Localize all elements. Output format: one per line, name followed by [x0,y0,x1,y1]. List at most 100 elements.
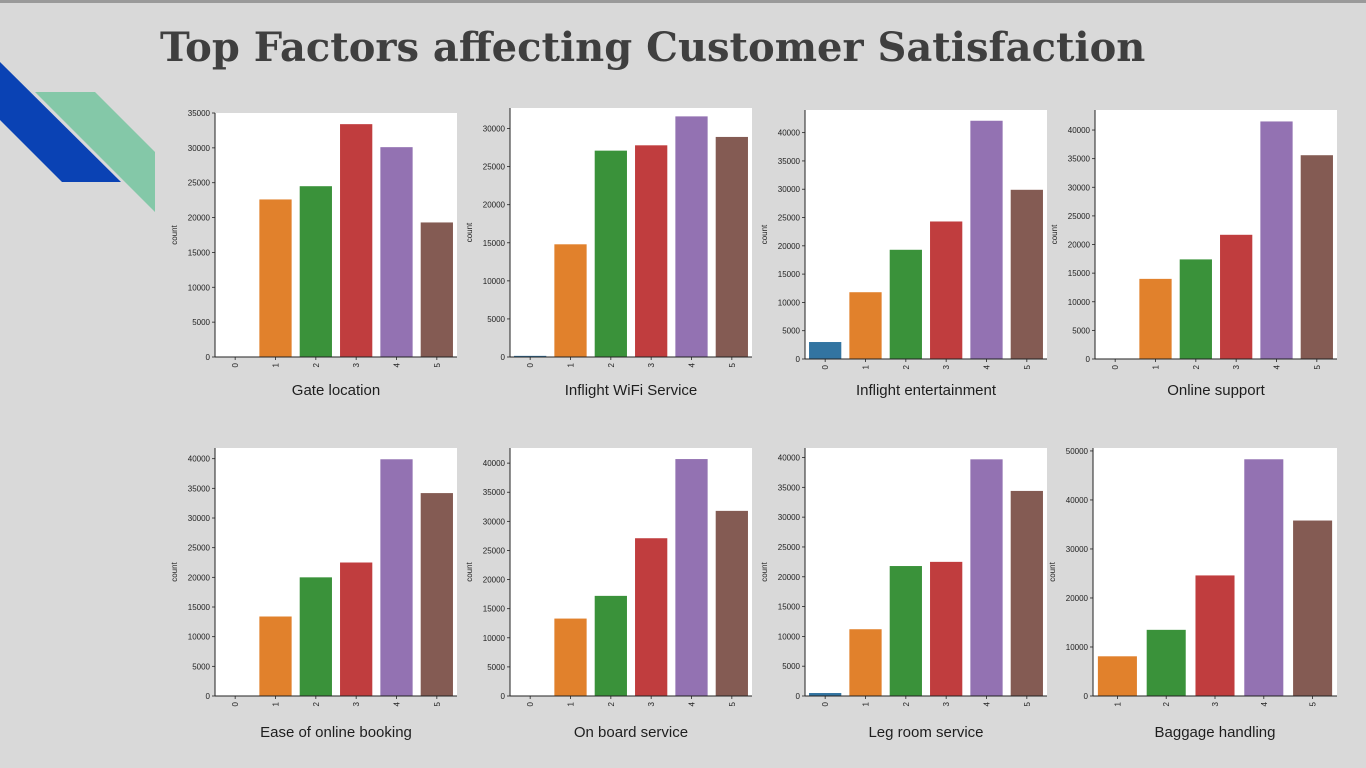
y-tick-label: 40000 [188,455,211,464]
chart-caption: Gate location [291,382,381,399]
bar-0 [809,693,842,696]
x-tick-label: 2 [1192,364,1201,369]
bar-3 [635,538,668,696]
y-tick-label: 40000 [1068,126,1091,135]
chart-2: 0 1 2 3 4 5 0 5000 10000 15000 20000 25000 30000 coun… [455,108,755,399]
x-tick-label: 2 [312,362,321,367]
bar-2 [299,186,332,357]
y-axis-label: count [1048,561,1057,581]
y-tick-label: 15000 [483,605,506,614]
x-tick-label: 3 [942,364,951,369]
y-tick-label: 20000 [1066,594,1089,603]
bar-2 [889,566,922,696]
x-tick-label: 4 [393,362,402,367]
x-tick-label: 0 [526,362,535,367]
bar-4 [970,459,1003,696]
y-tick-label: 20000 [483,201,506,210]
x-tick-label: 3 [352,701,361,706]
plot-area [215,448,457,696]
y-tick-label: 5000 [1072,326,1090,335]
x-tick-label: 2 [902,364,911,369]
x-tick-label: 2 [902,701,911,706]
bar-1 [554,244,587,357]
chart-5: 0 1 2 3 4 5 0 5000 10000 15000 20000 25000 30000 3500… [158,448,458,741]
bar-3 [340,562,373,696]
x-tick-label: 5 [728,701,737,706]
y-tick-label: 0 [796,692,801,701]
y-tick-label: 5000 [487,663,505,672]
chart-caption: Online support [1167,382,1265,399]
bar-3 [1195,575,1235,696]
bar-2 [1146,629,1186,696]
y-tick-label: 0 [206,353,211,362]
y-tick-label: 0 [796,355,801,364]
chart-1: 0 1 2 3 4 5 0 5000 10000 15000 20000 25000 30000 3500… [158,108,458,399]
bar-3 [635,145,668,357]
bar-1 [849,629,882,696]
bar-4 [1244,459,1284,696]
bar-5 [715,510,748,696]
y-tick-label: 30000 [1068,183,1091,192]
y-tick-label: 0 [501,692,506,701]
x-tick-label: 5 [1313,364,1322,369]
y-tick-label: 30000 [1066,545,1089,554]
x-tick-label: 3 [647,701,656,706]
bar-2 [299,577,332,696]
chart-svg: 0 1 2 3 4 5 0 5000 10000 15000 20000 25000 30000 3500… [170,109,457,367]
bar-2 [889,249,922,359]
plot-area [805,110,1047,359]
chart-caption: Leg room service [868,724,984,741]
y-tick-label: 10000 [483,634,506,643]
bar-4 [380,459,413,696]
y-tick-label: 15000 [483,239,506,248]
y-tick-label: 30000 [188,144,211,153]
x-tick-label: 5 [1309,701,1318,706]
x-tick-label: 3 [942,701,951,706]
y-tick-label: 25000 [483,546,506,555]
x-tick-label: 0 [231,362,240,367]
y-tick-label: 10000 [778,298,801,307]
chart-caption: Baggage handling [1154,724,1276,741]
y-tick-label: 10000 [1068,298,1091,307]
y-axis-label: count [170,224,179,244]
chart-caption: On board service [573,724,689,741]
y-tick-label: 40000 [778,454,801,463]
y-tick-label: 25000 [483,163,506,172]
bar-3 [1220,234,1253,359]
chart-svg: 0 1 2 3 4 5 0 5000 10000 15000 20000 25000 30000 3500… [760,110,1047,369]
plot-area [510,448,752,696]
bar-3 [930,221,963,359]
y-tick-label: 10000 [188,633,211,642]
bar-4 [970,120,1003,359]
x-tick-label: 3 [1211,701,1220,706]
y-tick-label: 20000 [778,573,801,582]
y-tick-label: 25000 [188,544,211,553]
bar-1 [259,616,292,696]
y-tick-label: 30000 [778,185,801,194]
y-axis-label: count [465,222,474,242]
y-tick-label: 15000 [1068,269,1091,278]
bar-4 [675,459,708,696]
bar-5 [420,222,453,357]
y-tick-label: 35000 [483,488,506,497]
bar-1 [849,292,882,359]
y-tick-label: 35000 [188,484,211,493]
x-tick-label: 3 [1232,364,1241,369]
x-tick-label: 1 [1113,701,1122,706]
chart-svg: 0 1 2 3 4 5 0 5000 10000 15000 20000 25000 30000 3500… [170,448,457,706]
x-tick-label: 1 [567,362,576,367]
y-tick-label: 35000 [778,157,801,166]
y-tick-label: 10000 [188,283,211,292]
chart-svg: 0 1 2 3 4 5 0 5000 10000 15000 20000 25000 30000 3500… [1050,110,1337,369]
x-tick-label: 0 [1111,364,1120,369]
y-tick-label: 30000 [778,513,801,522]
chart-3: 0 1 2 3 4 5 0 5000 10000 15000 20000 25000 30000 3500… [752,108,1052,399]
chart-svg: 1 2 3 4 5 0 10000 20000 30000 40000 50000 count [1048,447,1337,706]
chart-8: 1 2 3 4 5 0 10000 20000 30000 40000 50000 count Bagg… [1048,447,1348,741]
chart-svg: 0 1 2 3 4 5 0 5000 10000 15000 20000 25000 30000 3500… [465,448,752,706]
y-tick-label: 5000 [782,662,800,671]
y-tick-label: 0 [501,353,506,362]
y-axis-label: count [760,561,769,581]
y-tick-label: 15000 [778,603,801,612]
x-tick-label: 4 [688,362,697,367]
